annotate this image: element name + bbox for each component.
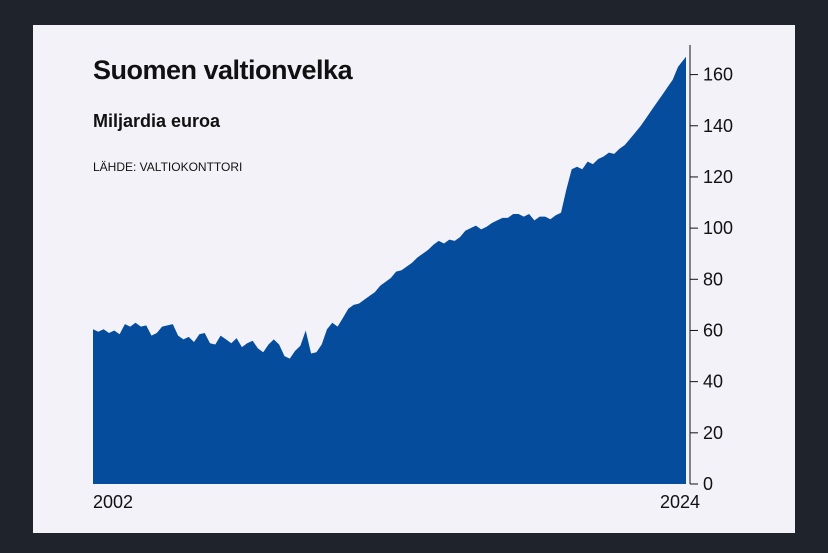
debt-area-series [93, 56, 686, 484]
y-tick-label: 80 [703, 269, 723, 289]
y-tick-label: 120 [703, 167, 733, 187]
y-tick-label: 60 [703, 320, 723, 340]
y-tick-label: 100 [703, 218, 733, 238]
chart-card: Suomen valtionvelka Miljardia euroa LÄHD… [33, 25, 795, 533]
chart-subtitle: Miljardia euroa [93, 111, 221, 131]
y-tick-label: 20 [703, 423, 723, 443]
y-axis: 0 20 40 60 80 100 120 140 160 [690, 65, 733, 494]
y-tick-label: 140 [703, 116, 733, 136]
x-tick-label: 2002 [93, 492, 133, 512]
area-chart: 0 20 40 60 80 100 120 140 160 2002 2024 [93, 45, 733, 512]
x-tick-label: 2024 [660, 492, 700, 512]
y-tick-label: 40 [703, 372, 723, 392]
y-tick-label: 0 [703, 474, 713, 494]
x-axis: 2002 2024 [93, 492, 700, 512]
chart-title: Suomen valtionvelka [93, 55, 353, 85]
chart-source: LÄHDE: VALTIOKONTTORI [93, 160, 243, 174]
y-tick-label: 160 [703, 65, 733, 85]
